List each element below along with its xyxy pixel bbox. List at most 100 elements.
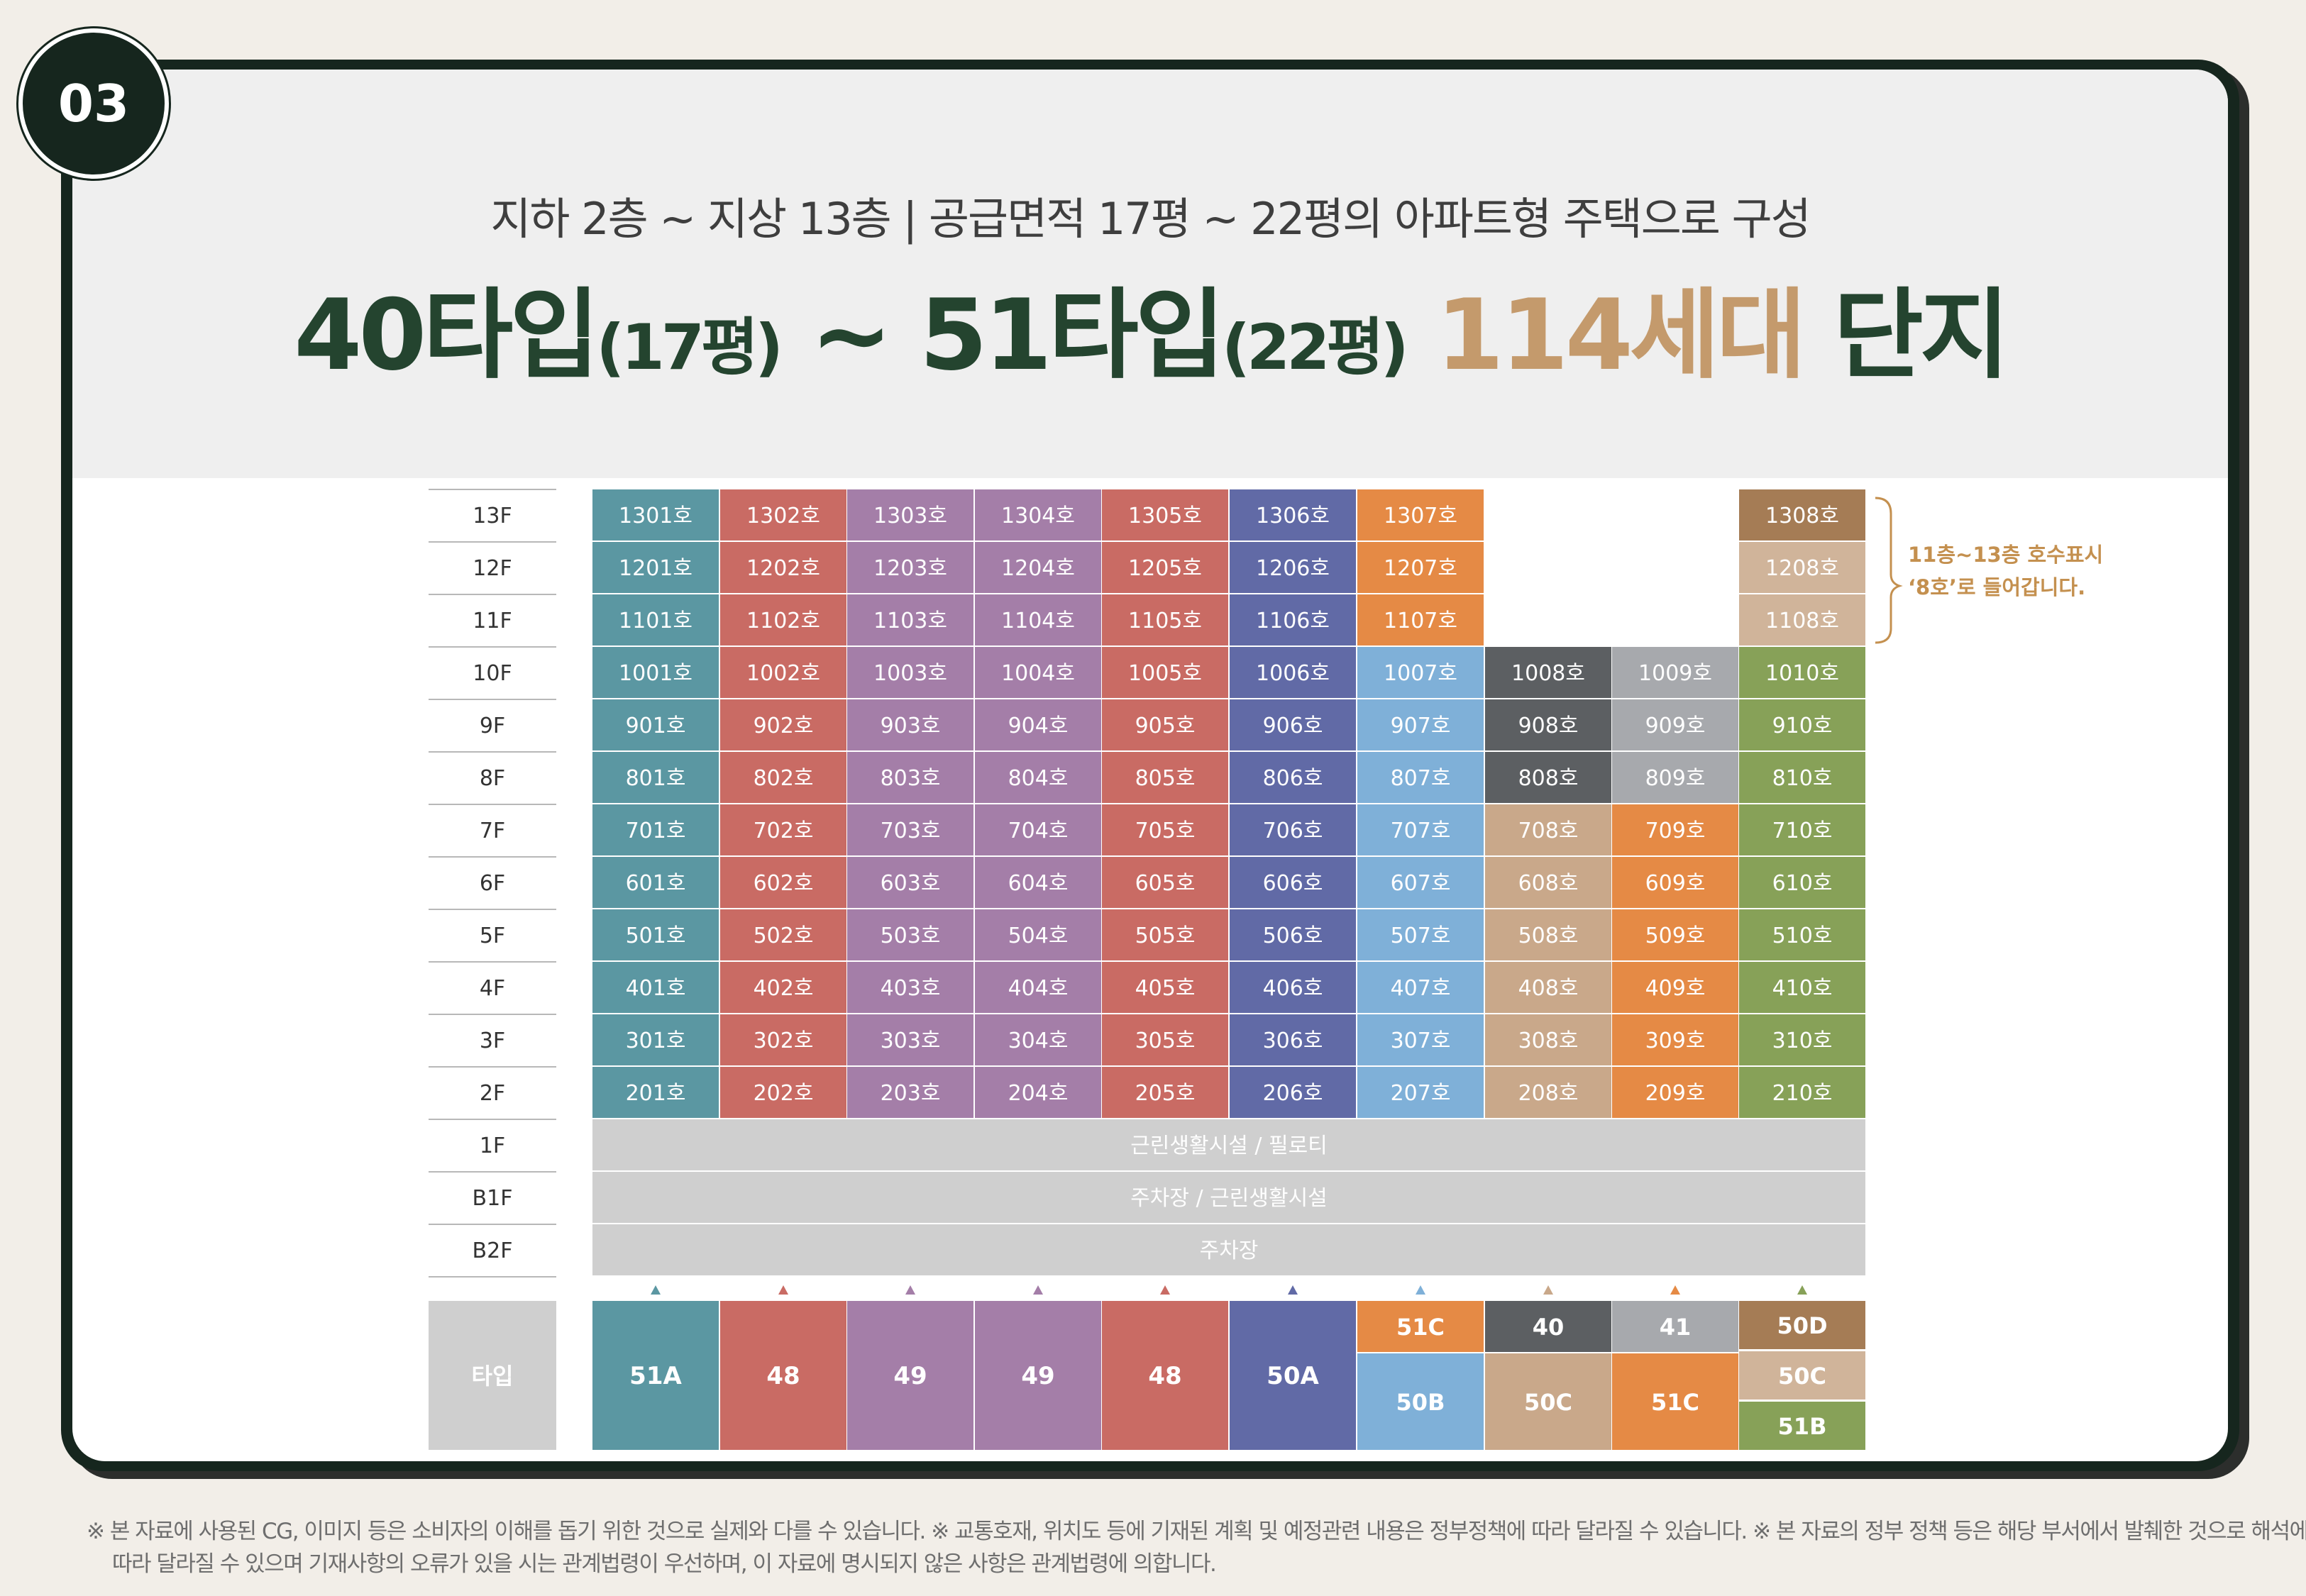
common-floor-label: 주차장 [1200, 1238, 1259, 1263]
type-cell [592, 1301, 719, 1450]
floor-label-10f: 10F [473, 661, 512, 686]
unit-cell [975, 594, 1101, 645]
unit-number: 407호 [1391, 976, 1451, 1001]
unit-cell [1612, 1067, 1738, 1118]
disclaimer-line-1: ※ 본 자료에 사용된 CG, 이미지 등은 소비자의 이해를 돕기 위한 것으… [87, 1519, 2306, 1544]
unit-number: 404호 [1008, 976, 1069, 1001]
unit-number: 1307호 [1384, 504, 1457, 528]
unit-number: 810호 [1772, 766, 1833, 791]
floor-label-5f: 5F [480, 924, 505, 948]
unit-cell [592, 489, 719, 541]
unit-number: 806호 [1263, 766, 1323, 791]
unit-cell [1485, 1067, 1611, 1118]
type-name: 50C [1778, 1363, 1826, 1390]
unit-number: 1306호 [1256, 504, 1330, 528]
unit-number: 608호 [1518, 871, 1579, 896]
unit-cell [1102, 1067, 1228, 1118]
type-name: 50C [1524, 1389, 1572, 1416]
unit-number: 910호 [1772, 714, 1833, 738]
unit-number: 504호 [1008, 924, 1069, 948]
unit-cell [847, 752, 973, 803]
triangle-marker [651, 1285, 661, 1295]
floor-label-1f: 1F [480, 1134, 505, 1158]
section-number: 03 [57, 74, 130, 133]
type-cell [1612, 1301, 1738, 1352]
unit-cell [720, 909, 846, 960]
unit-number: 901호 [626, 714, 686, 738]
unit-number: 710호 [1772, 819, 1833, 843]
unit-number: 703호 [881, 819, 941, 843]
unit-cell [1357, 647, 1484, 698]
unit-cell [847, 909, 973, 960]
unit-cell [1739, 489, 1865, 541]
common-floor-bar [592, 1119, 1865, 1170]
unit-number: 208호 [1518, 1081, 1579, 1106]
type-label: 타입 [472, 1363, 514, 1390]
unit-cell [1739, 804, 1865, 855]
unit-cell [847, 542, 973, 593]
unit-cell [975, 542, 1101, 593]
unit-cell [1485, 647, 1611, 698]
unit-number: 201호 [626, 1081, 686, 1106]
unit-cell [1739, 542, 1865, 593]
unit-cell [975, 804, 1101, 855]
unit-number: 605호 [1135, 871, 1196, 896]
unit-number: 603호 [881, 871, 941, 896]
unit-number: 802호 [754, 766, 814, 791]
unit-number: 808호 [1518, 766, 1579, 791]
unit-number: 705호 [1135, 819, 1196, 843]
unit-number: 707호 [1391, 819, 1451, 843]
unit-cell [1357, 909, 1484, 960]
unit-cell [1230, 857, 1356, 908]
unit-number: 701호 [626, 819, 686, 843]
unit-cell [1357, 962, 1484, 1013]
unit-cell [1739, 1067, 1865, 1118]
unit-cell [1612, 804, 1738, 855]
type-cell [1739, 1301, 1865, 1349]
unit-number: 505호 [1135, 924, 1196, 948]
type-cell [975, 1301, 1101, 1450]
unit-number: 702호 [754, 819, 814, 843]
unit-cell [975, 752, 1101, 803]
unit-number: 906호 [1263, 714, 1323, 738]
unit-number: 1304호 [1001, 504, 1075, 528]
unit-number: 807호 [1391, 766, 1451, 791]
triangle-marker [1160, 1285, 1170, 1295]
unit-cell [1485, 752, 1611, 803]
unit-number: 1207호 [1384, 556, 1457, 581]
floor-label-4f: 4F [480, 976, 505, 1001]
unit-cell [1612, 1014, 1738, 1065]
unit-cell [1739, 962, 1865, 1013]
unit-number: 1206호 [1256, 556, 1330, 581]
annotation-line-2: ‘8호’로 들어갑니다. [1908, 575, 2085, 599]
headline-separator: ~ [780, 278, 920, 392]
unit-cell [1485, 857, 1611, 908]
unit-number: 602호 [754, 871, 814, 896]
type-label-box [429, 1301, 556, 1450]
unit-cell [1102, 1014, 1228, 1065]
unit-cell [720, 594, 846, 645]
unit-number: 1205호 [1128, 556, 1202, 581]
unit-cell [1102, 804, 1228, 855]
unit-number: 408호 [1518, 976, 1579, 1001]
unit-cell [975, 489, 1101, 541]
unit-number: 606호 [1263, 871, 1323, 896]
unit-number: 1302호 [746, 504, 820, 528]
floor-label-b2f: B2F [473, 1238, 513, 1263]
unit-cell [1739, 647, 1865, 698]
unit-number: 809호 [1645, 766, 1706, 791]
floor-label-12f: 12F [473, 556, 512, 581]
floor-label-13f: 13F [473, 504, 512, 528]
unit-number: 1104호 [1001, 609, 1075, 633]
unit-cell [592, 699, 719, 750]
unit-number: 308호 [1518, 1029, 1579, 1053]
headline-size-min: (17평) [596, 311, 783, 384]
triangle-marker [1543, 1285, 1553, 1295]
unit-cell [1485, 962, 1611, 1013]
unit-number: 908호 [1518, 714, 1579, 738]
type-name: 41 [1660, 1314, 1692, 1341]
unit-number: 805호 [1135, 766, 1196, 791]
triangle-marker [1288, 1285, 1298, 1295]
unit-cell [1357, 699, 1484, 750]
unit-cell [1739, 909, 1865, 960]
